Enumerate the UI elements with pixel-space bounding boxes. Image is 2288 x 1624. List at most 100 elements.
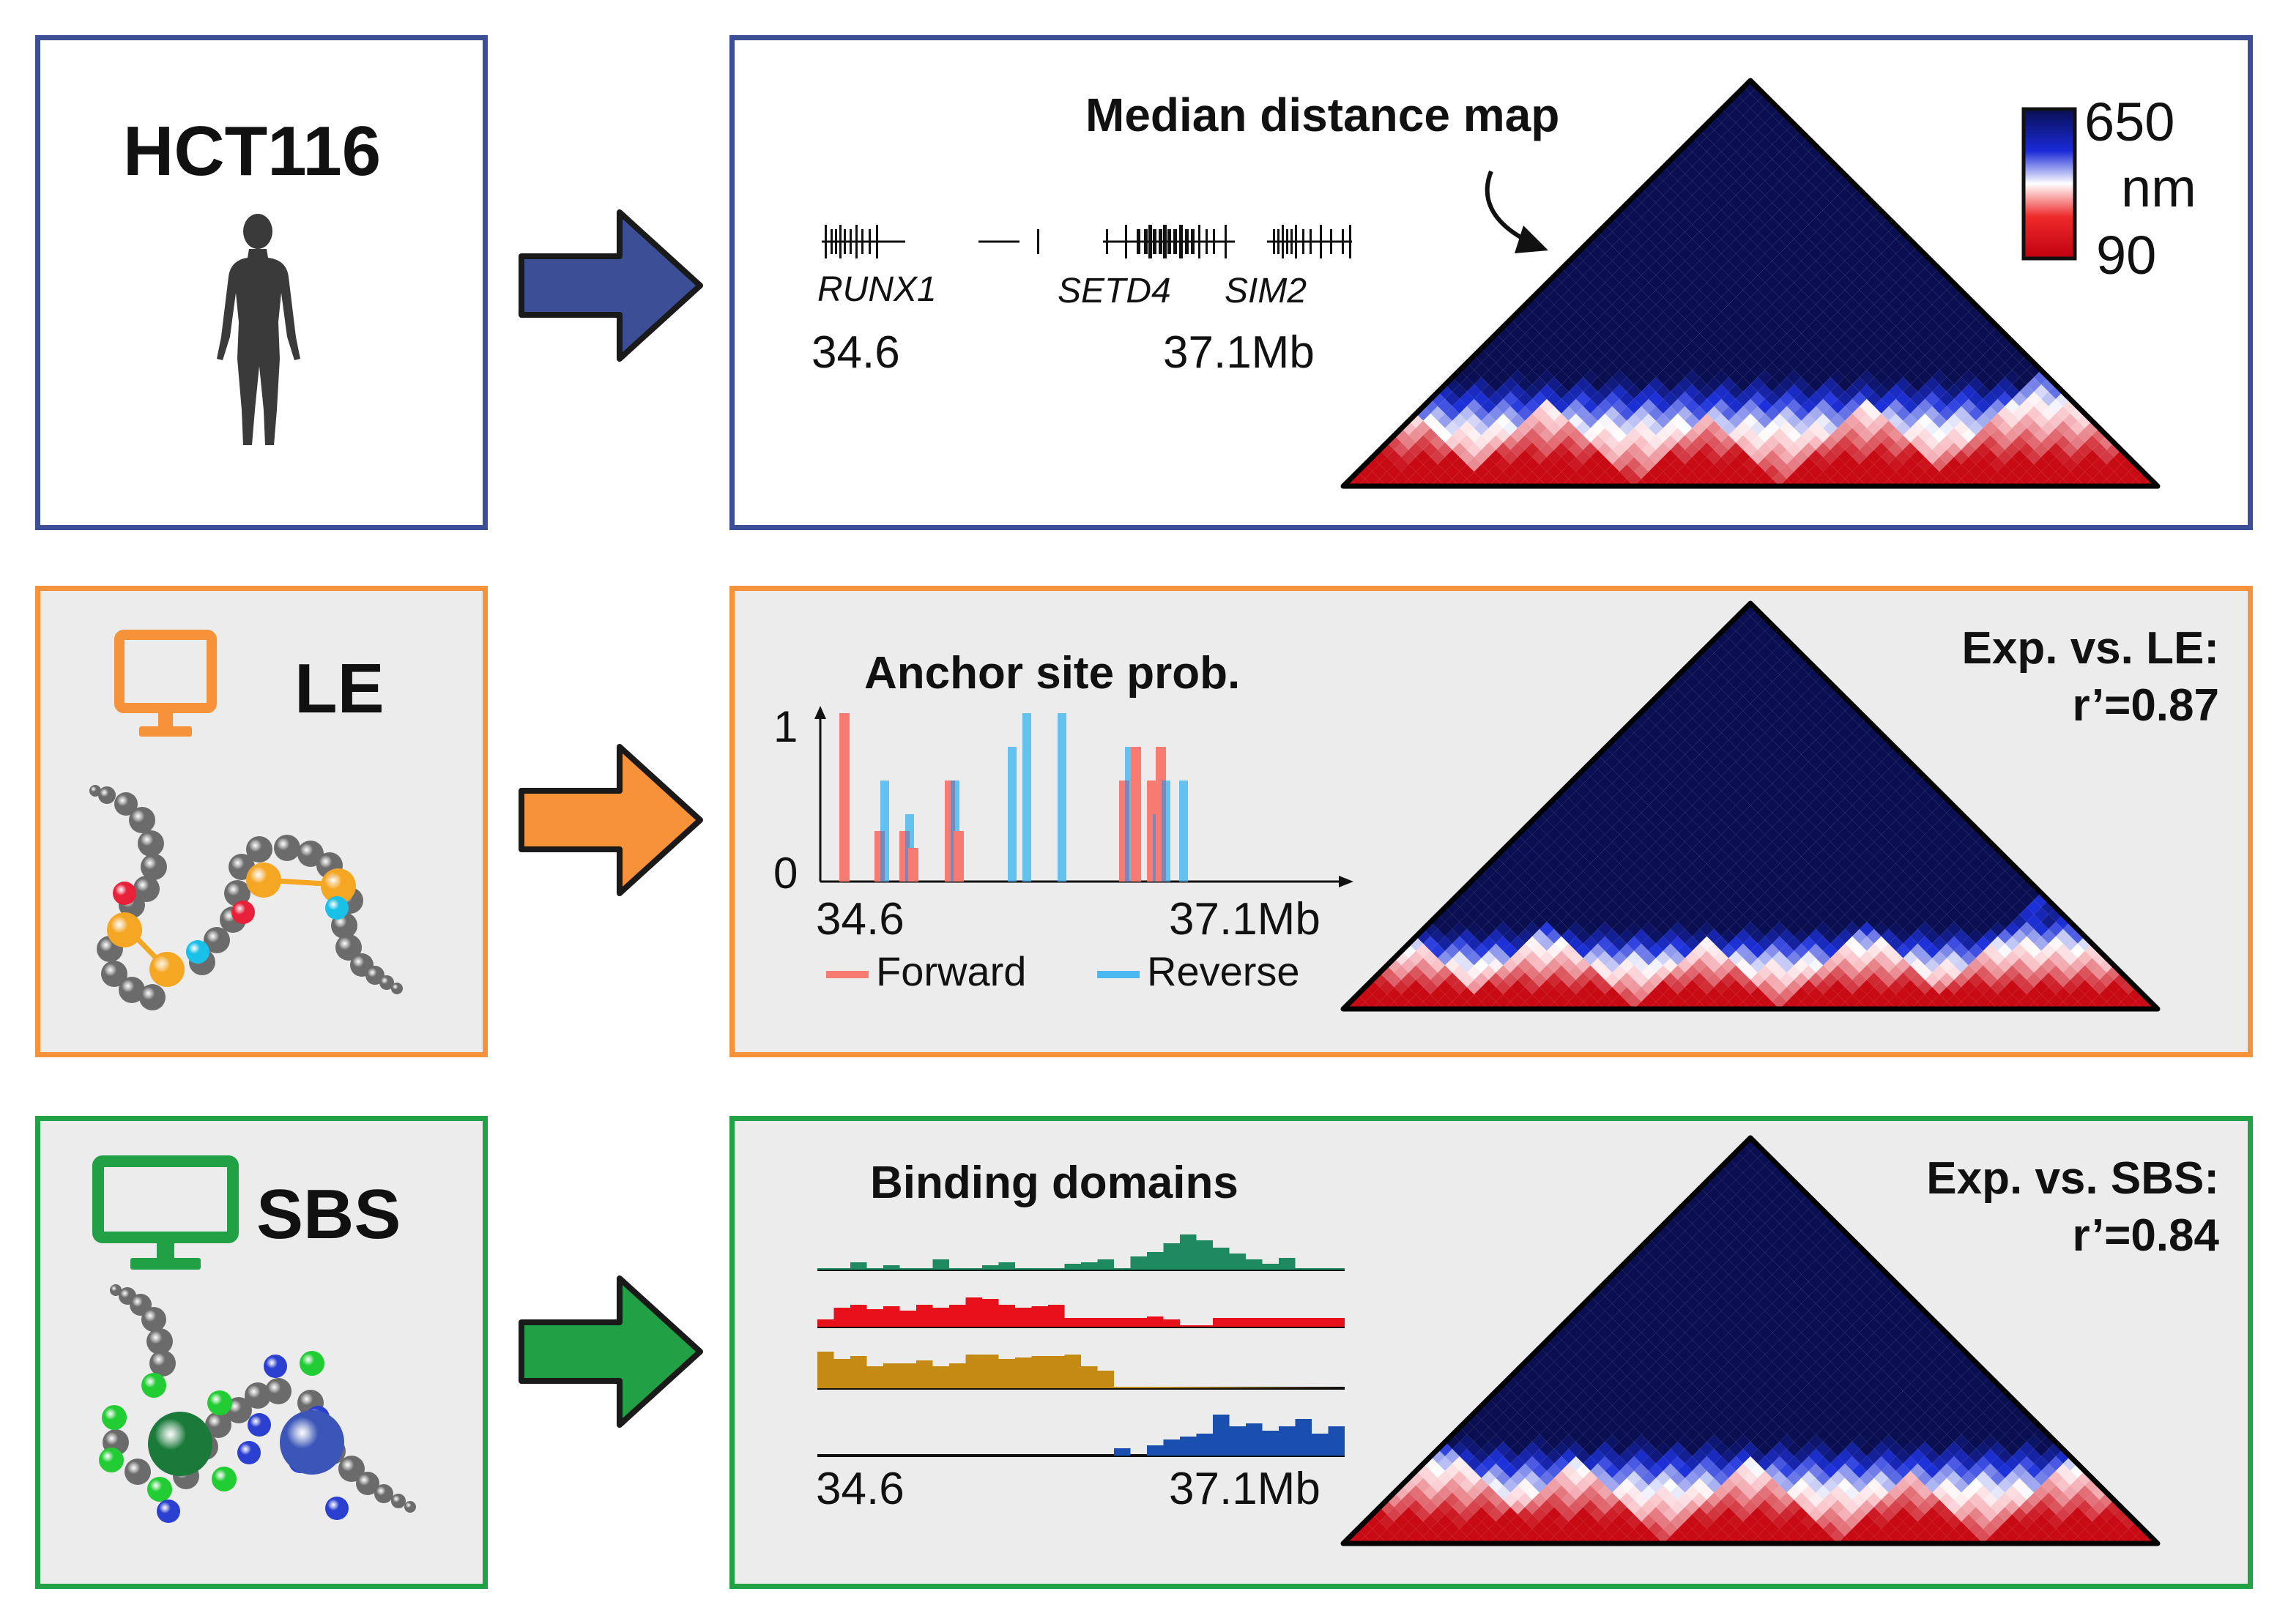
heatmap-cell — [1677, 987, 1693, 1002]
heatmap-cell — [1728, 1340, 1744, 1355]
heatmap-cell — [1764, 1202, 1780, 1217]
heatmap-cell — [2041, 958, 2056, 973]
heatmap-cell — [1786, 893, 1802, 907]
heatmap-cell — [1649, 406, 1663, 421]
heatmap-cell — [1728, 340, 1744, 356]
heatmap-cell — [1612, 819, 1627, 835]
heatmap-cell — [1772, 398, 1787, 414]
heatmap-cell — [1677, 943, 1693, 958]
heatmap-cell — [1706, 638, 1722, 653]
heatmap-cell — [1910, 798, 1925, 813]
heatmap-cell — [1677, 1390, 1693, 1406]
heatmap-cell — [1736, 202, 1750, 217]
heatmap-cell — [1655, 283, 1671, 297]
heatmap-cell — [1932, 1383, 1947, 1398]
heatmap-cell — [1794, 1274, 1809, 1289]
heatmap-cell — [1721, 333, 1737, 349]
heatmap-cell — [1553, 1427, 1569, 1442]
heatmap-cell — [1612, 1412, 1627, 1428]
heatmap-cell — [1583, 980, 1598, 995]
heatmap-cell — [1568, 326, 1583, 341]
heatmap-cell — [1561, 377, 1576, 392]
heatmap-cell — [1990, 1427, 2005, 1442]
heatmap-cell — [1685, 297, 1700, 312]
heatmap-cell — [1525, 326, 1540, 341]
heatmap-cell — [1816, 195, 1831, 210]
heatmap-cell — [1590, 1521, 1605, 1537]
loop-extrusion-polymer-icon — [89, 785, 403, 1010]
heatmap-cell — [1801, 660, 1816, 675]
heatmap-cell — [1808, 1420, 1824, 1435]
heatmap-cell — [1736, 333, 1750, 349]
heatmap-cell — [1430, 914, 1445, 929]
heatmap-cell — [1845, 950, 1860, 966]
heatmap-cell — [1830, 311, 1846, 327]
legend-reverse-swatch — [1097, 971, 1140, 978]
heatmap-cell — [1699, 239, 1715, 254]
heatmap-cell — [1634, 871, 1649, 886]
heatmap-cell — [1685, 1194, 1700, 1210]
heatmap-cell — [1568, 1529, 1583, 1543]
heatmap-cell — [1728, 1325, 1744, 1340]
heatmap-cell — [1757, 413, 1772, 428]
heatmap-cell — [1706, 130, 1722, 145]
heatmap-cell — [1728, 805, 1744, 820]
heatmap-cell — [1757, 689, 1772, 704]
heatmap-cell — [1816, 1354, 1831, 1369]
heatmap-cell — [1816, 747, 1831, 762]
heatmap-cell — [1714, 398, 1729, 414]
heatmap-cell — [1838, 958, 1852, 973]
heatmap-cell — [1553, 1340, 1569, 1355]
heatmap-cell — [1553, 994, 1569, 1009]
heatmap-cell — [1939, 958, 1954, 973]
heatmap-cell — [1699, 166, 1715, 181]
heatmap-cell — [2077, 442, 2092, 458]
heatmap-cell — [1721, 1376, 1737, 1391]
heatmap-cell — [1547, 406, 1561, 421]
heatmap-cell — [1619, 1289, 1635, 1304]
heatmap-cell — [1757, 674, 1772, 690]
heatmap-cell — [1845, 311, 1860, 327]
heatmap-cell — [1459, 1478, 1474, 1493]
heatmap-cell — [1553, 413, 1569, 428]
heatmap-cell — [1786, 645, 1802, 660]
heatmap-cell — [1728, 849, 1744, 864]
heatmap-cell — [1655, 834, 1671, 849]
heatmap-cell — [1597, 1456, 1613, 1471]
heatmap-cell — [1845, 704, 1860, 718]
heatmap-cell — [1430, 435, 1445, 450]
heatmap-cell — [1866, 812, 1882, 827]
heatmap-cell — [1677, 682, 1693, 697]
heatmap-cell — [1496, 994, 1511, 1009]
heatmap-cell — [2019, 457, 2035, 472]
anchor-axis-start: 34.6 — [816, 894, 905, 945]
heatmap-cell — [1903, 326, 1918, 341]
heatmap-cell — [1518, 1492, 1533, 1508]
heatmap-cell — [2070, 1463, 2085, 1478]
heatmap-cell — [1750, 972, 1765, 988]
heatmap-cell — [1721, 958, 1737, 973]
heatmap-cell — [1990, 472, 2005, 486]
heatmap-cell — [1859, 1368, 1874, 1384]
heatmap-cell — [1706, 1274, 1722, 1289]
heatmap-cell — [1518, 406, 1533, 421]
heatmap-cell — [1612, 761, 1627, 777]
heatmap-cell — [1808, 943, 1824, 958]
heatmap-cell — [1510, 936, 1526, 951]
heatmap-cell — [1823, 1361, 1838, 1377]
heatmap-cell — [1568, 921, 1583, 936]
heatmap-cell — [1823, 377, 1838, 392]
heatmap-cell — [1757, 1267, 1772, 1282]
heatmap-cell — [1627, 1500, 1642, 1515]
heatmap-cell — [1670, 1252, 1685, 1267]
heatmap-cell — [1518, 348, 1533, 363]
heatmap-cell — [1830, 878, 1846, 893]
heatmap-cell — [1553, 1500, 1569, 1515]
heatmap-cell — [1808, 275, 1824, 290]
heatmap-cell — [1553, 283, 1569, 297]
heatmap-cell — [1779, 856, 1794, 871]
heatmap-cell — [1568, 849, 1583, 864]
heatmap-cell — [1728, 297, 1744, 312]
heatmap-cell — [1685, 718, 1700, 733]
heatmap-cell — [1619, 769, 1635, 784]
